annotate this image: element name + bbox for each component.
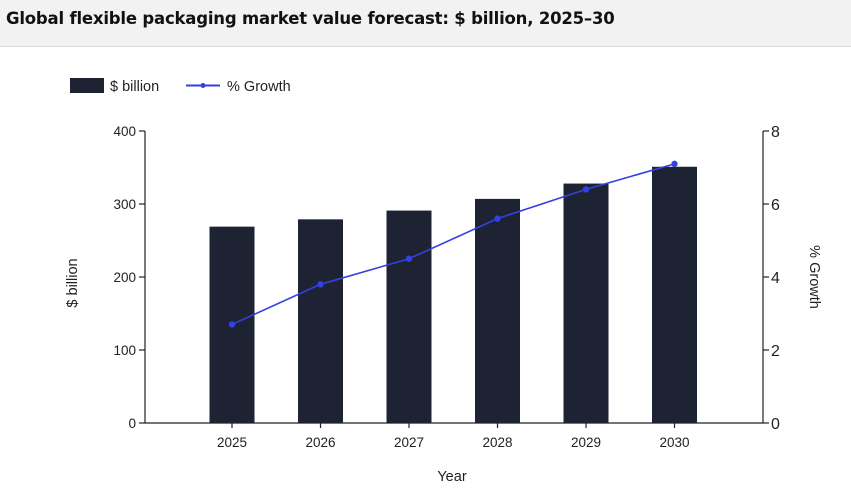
y2-tick-label: 4	[771, 270, 780, 287]
y2-tick-label: 2	[771, 343, 780, 360]
y-tick-label: 0	[128, 416, 136, 431]
x-tick-label: 2025	[217, 435, 247, 450]
y-tick-label: 200	[113, 270, 136, 285]
growth-line-series	[228, 160, 678, 328]
legend: $ billion % Growth	[70, 78, 291, 95]
bar-series	[209, 166, 697, 423]
y-axis-title: $ billion	[65, 258, 81, 307]
y2-axis-title: % Growth	[806, 245, 822, 309]
x-tick-label: 2029	[571, 435, 601, 450]
growth-point	[582, 186, 590, 193]
chart-header: Global flexible packaging market value f…	[0, 0, 851, 47]
x-tick-label: 2030	[659, 435, 689, 450]
bar	[386, 210, 432, 423]
growth-point	[405, 255, 413, 262]
legend-label-bar: $ billion	[110, 79, 159, 95]
bar	[298, 219, 343, 423]
y-tick-label: 400	[113, 124, 136, 139]
bar	[475, 198, 520, 423]
chart-area: $ billion % Growth 0 100 200 300 400 0 2 4 6 8 202…	[65, 78, 822, 485]
legend-swatch-marker	[200, 83, 206, 88]
y2-tick-label: 6	[771, 197, 780, 214]
bar	[652, 166, 697, 423]
x-tick-label: 2026	[305, 435, 335, 450]
y2-tick-label: 0	[771, 416, 780, 433]
growth-point	[494, 215, 501, 222]
bar	[563, 183, 609, 423]
growth-point	[317, 281, 324, 288]
x-tick-label: 2027	[394, 435, 424, 450]
growth-point	[671, 160, 678, 168]
legend-swatch-bar	[70, 78, 104, 93]
x-axis-title: Year	[437, 469, 466, 485]
legend-label-line: % Growth	[227, 79, 291, 95]
chart-title: Global flexible packaging market value f…	[6, 9, 615, 28]
growth-point	[228, 321, 236, 328]
y-tick-label: 300	[113, 197, 136, 212]
y2-tick-label: 8	[771, 124, 780, 141]
y-tick-label: 100	[113, 343, 136, 358]
x-tick-label: 2028	[482, 435, 512, 450]
growth-line	[231, 163, 675, 326]
